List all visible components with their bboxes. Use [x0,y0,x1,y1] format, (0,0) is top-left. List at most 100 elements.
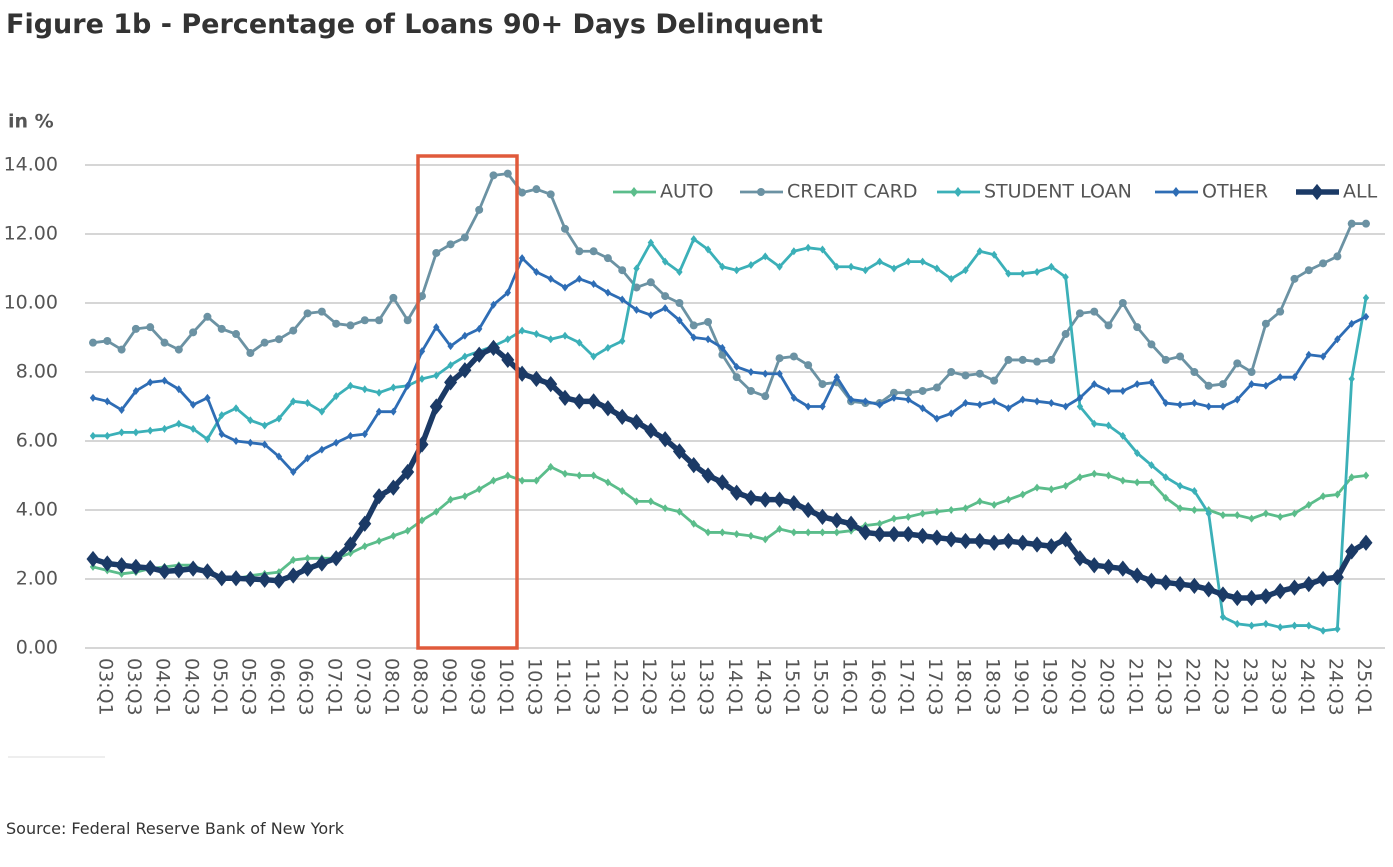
x-tick-label: 06:Q3 [295,658,317,716]
x-tick-label: 04:Q1 [152,658,174,716]
point [590,471,597,480]
point [704,317,713,326]
point [1048,485,1055,494]
point [933,264,941,273]
x-tick-label: 09:Q3 [466,658,488,716]
point [733,266,740,275]
point [361,430,368,439]
point [332,319,341,328]
point [1305,621,1312,630]
point [433,507,440,516]
point [304,454,311,463]
point [1261,319,1270,328]
point [815,508,829,526]
point [218,411,225,420]
point [504,335,511,344]
point [318,445,326,454]
point [1305,350,1312,359]
point [1176,504,1184,513]
x-tick-label: 15:Q3 [810,658,832,716]
point [930,529,944,546]
point [275,414,283,423]
x-tick-label: 23:Q1 [1239,658,1261,716]
point [118,428,125,437]
legend-marker [954,187,962,197]
point [89,431,97,440]
point [1348,319,1355,328]
point [260,338,269,347]
point [347,549,354,558]
point [587,393,601,410]
point [146,323,155,332]
point [819,528,826,537]
point [1319,492,1327,501]
x-tick-label: 19:Q3 [1039,658,1061,716]
point [390,531,397,540]
legend-label: ALL [1343,181,1378,203]
series [89,169,1370,408]
point [174,345,183,354]
point [1073,550,1087,567]
legend-item: OTHER [1155,181,1268,203]
point [604,288,612,297]
point [246,349,255,358]
point [218,430,225,439]
point [719,343,726,352]
point [175,419,183,428]
point [590,280,597,289]
point [518,326,526,335]
point [332,392,340,401]
point [876,519,883,528]
point [976,247,984,256]
point [889,388,898,397]
point [944,531,958,548]
point [919,509,926,518]
x-tick-label: 22:Q3 [1210,658,1232,716]
point [890,514,898,523]
legend-label: AUTO [660,181,713,203]
point [1059,531,1073,548]
point [1291,373,1298,382]
point [1302,576,1316,593]
point [1330,569,1344,586]
point [619,295,626,304]
point [418,347,426,356]
point [847,262,855,271]
point [687,457,701,474]
point [390,383,397,392]
point [401,463,415,481]
point [290,397,297,406]
point [1345,543,1359,560]
x-tick-label: 07:Q1 [323,658,345,716]
x-tick-label: 24:Q3 [1325,658,1347,716]
point [1362,471,1370,480]
point [358,515,372,532]
point [789,352,798,361]
point [1348,473,1355,482]
point [976,497,984,506]
point [975,369,984,378]
point [1362,219,1370,228]
point [1276,307,1285,316]
point [446,240,455,249]
point [129,558,143,576]
point [100,555,114,572]
point [247,416,254,425]
point [833,262,840,271]
point [675,299,684,307]
point [590,352,597,361]
point [959,532,973,550]
point [990,397,998,406]
point [1316,570,1330,588]
point [715,474,729,491]
point [243,570,257,588]
point [533,330,540,339]
point [103,336,112,345]
point [661,504,669,513]
point [962,266,969,275]
legend-item: ALL [1296,181,1378,203]
point [118,569,125,578]
point [232,437,240,445]
point [1133,380,1141,389]
point [818,380,827,389]
